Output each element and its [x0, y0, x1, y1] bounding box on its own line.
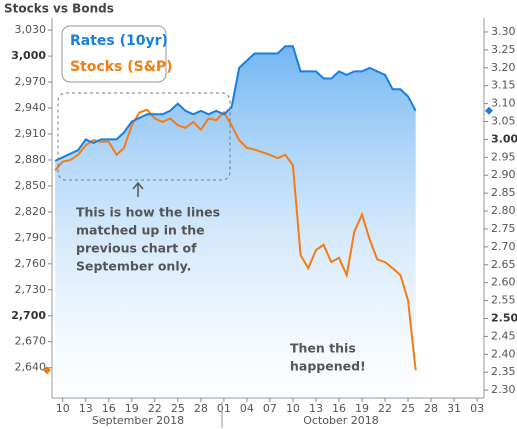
y-tick-label: 2,760 — [15, 257, 47, 270]
highlight-box — [57, 92, 231, 181]
y2-tick-label: 2.40 — [491, 347, 516, 360]
legend-entry: Rates (10yr) — [70, 33, 168, 49]
y2-tick-label: 3.05 — [491, 115, 516, 128]
y2-tick-label: 2.80 — [491, 204, 516, 217]
y2-tick-label: 2.60 — [491, 276, 516, 289]
annotation: September only. — [76, 259, 191, 274]
annotation: previous chart of — [76, 241, 197, 256]
x-tick-label: 28 — [194, 402, 208, 415]
y-tick-label: 2,880 — [15, 153, 47, 166]
x-tick-label: 07 — [263, 402, 277, 415]
y2-tick-label: 2.95 — [491, 150, 516, 163]
legend — [61, 25, 167, 83]
x-tick-label: 19 — [125, 402, 139, 415]
annotation: Then this — [290, 341, 356, 356]
annotation: happened! — [290, 359, 366, 374]
annotation: This is how the lines — [76, 205, 220, 220]
area — [55, 46, 416, 399]
line — [54, 45, 417, 162]
arrow-head — [132, 181, 144, 190]
y-tick-label: 2,850 — [15, 179, 47, 192]
y-tick-label: 2,640 — [15, 361, 47, 374]
y-tick-label: 2,820 — [15, 205, 47, 218]
y2-tick-label: 2.70 — [491, 240, 516, 253]
chart-title: Stocks vs Bonds — [4, 2, 114, 16]
month-label: October 2018 — [303, 414, 379, 427]
y2-tick-label: 2.35 — [491, 365, 516, 378]
y-tick-label: 2,970 — [15, 75, 47, 88]
y-tick-label: 2,910 — [15, 127, 47, 140]
y2-tick-label: 2.85 — [491, 186, 516, 199]
x-tick-label: 22 — [148, 402, 162, 415]
x-tick-label: 04 — [240, 402, 254, 415]
y-tick-label: 2,940 — [15, 101, 47, 114]
y2-tick-label: 3.10 — [491, 97, 516, 110]
x-tick-label: 16 — [102, 402, 116, 415]
month-label: September 2018 — [92, 414, 184, 427]
y2-tick-label: 3.30 — [491, 25, 516, 38]
x-tick-label: 01 — [217, 402, 231, 415]
y-tick-label: 2,730 — [15, 283, 47, 296]
x-tick-label: 25 — [401, 402, 415, 415]
y2-tick-label: 2.55 — [491, 294, 516, 307]
y2-tick-label: 3.00 — [491, 132, 517, 145]
y-tick-label: 2,790 — [15, 231, 47, 244]
y2-tick-label: 2.30 — [491, 383, 516, 396]
x-tick-label: 31 — [447, 402, 461, 415]
x-tick-label: 19 — [355, 402, 369, 415]
y-tick-label: 3,000 — [11, 49, 46, 62]
y2-tick-label: 2.90 — [491, 168, 516, 181]
x-tick-label: 16 — [332, 402, 346, 415]
x-tick-label: 22 — [378, 402, 392, 415]
x-tick-label: 10 — [286, 402, 300, 415]
y-tick-label: 2,700 — [11, 309, 46, 322]
x-tick-label: 25 — [171, 402, 185, 415]
y-tick-label: 3,030 — [15, 23, 47, 36]
plot-area: 3,030 3,000 2,970 2,940 2,910 2,880 2,850 2,820… — [11, 18, 517, 428]
annotation: matched up in the — [76, 223, 205, 238]
line — [54, 108, 417, 371]
x-tick-label: 13 — [309, 402, 323, 415]
x-tick-label: 28 — [424, 402, 438, 415]
y2-tick-label: 3.25 — [491, 43, 516, 56]
y2-tick-label: 3.20 — [491, 61, 516, 74]
y-tick-label: 2,670 — [15, 335, 47, 348]
y2-tick-label: 2.50 — [491, 311, 517, 324]
y2-tick-label: 2.75 — [491, 222, 516, 235]
x-tick-label: 10 — [56, 402, 70, 415]
y2-tick-label: 3.15 — [491, 79, 516, 92]
x-tick-label: 13 — [79, 402, 93, 415]
y2-tick-label: 2.65 — [491, 258, 516, 271]
x-tick-label: 03 — [470, 402, 484, 415]
axis-marker — [43, 366, 51, 375]
axis-marker — [485, 106, 493, 115]
y2-tick-label: 2.45 — [491, 329, 516, 342]
legend-entry: Stocks (S&P) — [70, 59, 173, 75]
